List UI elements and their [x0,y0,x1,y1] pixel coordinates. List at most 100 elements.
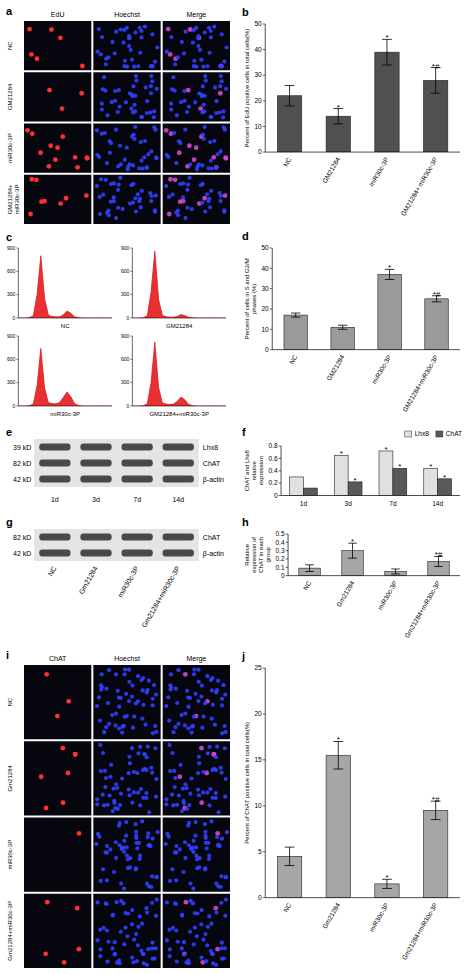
text-line: GM21284+ [7,184,13,214]
error-bar [291,313,300,317]
nucleus-dot [139,29,143,33]
nucleus-dot [154,194,158,198]
stain-dot [47,88,52,93]
micrograph-tile [93,818,160,892]
x-axis [132,318,226,319]
panel-letter: j [241,650,245,662]
nucleus-dot [132,790,136,794]
merge-dot [198,106,203,111]
nucleus-dot [151,697,155,701]
y-tick-label: 600 [121,268,130,274]
nucleus-dot [136,751,140,755]
stain-dot [58,35,63,40]
legend-label: ChAT [446,430,462,437]
merge-dot [220,941,224,945]
bar [425,299,448,350]
merge-dot [208,205,212,209]
nucleus-dot [107,668,111,672]
y-tick-label: 20 [262,305,270,312]
stain-dot [45,900,50,905]
merge-dot [189,776,193,780]
nucleus-dot [143,139,147,143]
error-cap [382,888,392,889]
merge-dot [174,687,178,691]
error-bar [285,847,295,865]
error-cap [434,566,443,567]
merge-dot [203,94,207,98]
nucleus-dot [141,676,145,680]
stain-dot [55,714,60,719]
error-stem [289,847,290,865]
chart-title: NC [61,323,70,329]
merge-dot [220,697,224,701]
merge-dot [224,777,228,781]
nucleus-dot [116,188,120,192]
y-tick-label: 900 [121,245,130,251]
nucleus-dot [134,866,138,870]
merge-dot [185,188,189,192]
nucleus-dot [113,723,117,727]
merge-dot [220,64,224,68]
nucleus-dot [122,28,126,32]
lane-label: miR30c-3P [117,565,141,599]
merge-dot [193,820,197,824]
nucleus-dot [153,746,157,750]
nucleus-dot [117,88,121,92]
stain-dot [25,128,30,133]
text-line: expression of [251,537,257,573]
nucleus-dot [148,191,152,195]
nucleus-dot [128,793,132,797]
chart-title: miR30c-3P [50,411,80,417]
plot-marks [18,348,112,406]
merge-dot [188,162,192,166]
nucleus-dot [131,84,135,88]
error-cap [338,329,347,330]
area-line [18,348,112,406]
merge-dot [204,78,208,82]
merge-dot [165,50,169,54]
merge-dot [164,704,168,708]
micrograph-tile [93,894,160,968]
stain-dot [44,672,49,677]
plot-marks [18,256,112,318]
stain-dot [30,131,35,136]
merge-dot [176,940,180,944]
merge-dot [186,182,190,186]
micrograph-tile [24,175,91,224]
nucleus-dot [127,771,131,775]
merge-dot [203,867,207,871]
nucleus-dot [138,914,142,918]
error-cap [285,105,295,106]
plot-marks [132,342,226,406]
nucleus-dot [130,922,134,926]
x-tick-label: 7d [389,500,397,507]
merge-dot [181,195,185,199]
row-label: miR30c-3P [7,133,13,163]
merge-dot [218,91,223,96]
y-tick-label: 25 [255,664,263,671]
panel-letter: d [242,230,249,242]
annotation: *# [432,62,440,71]
error-cap [382,64,392,65]
nucleus-dot [127,787,131,791]
merge-dot [183,99,187,103]
merge-dot [221,115,225,119]
nucleus-dot [119,930,123,934]
error-cap [338,325,347,326]
merge-dot [199,800,204,805]
column-header: ChAT [49,655,67,662]
nucleus-dot [136,192,140,196]
merge-dot [181,870,185,874]
stain-dot [62,960,67,965]
nucleus-dot [127,680,131,684]
error-cap [432,301,441,302]
merge-dot [202,196,207,201]
error-cap [305,564,314,565]
y-tick [16,406,18,407]
merge-dot [197,761,201,765]
merge-dot [219,901,223,905]
merge-dot [207,803,211,807]
nucleus-dot [94,842,98,846]
blot-band [39,444,70,451]
merge-dot [215,744,219,748]
